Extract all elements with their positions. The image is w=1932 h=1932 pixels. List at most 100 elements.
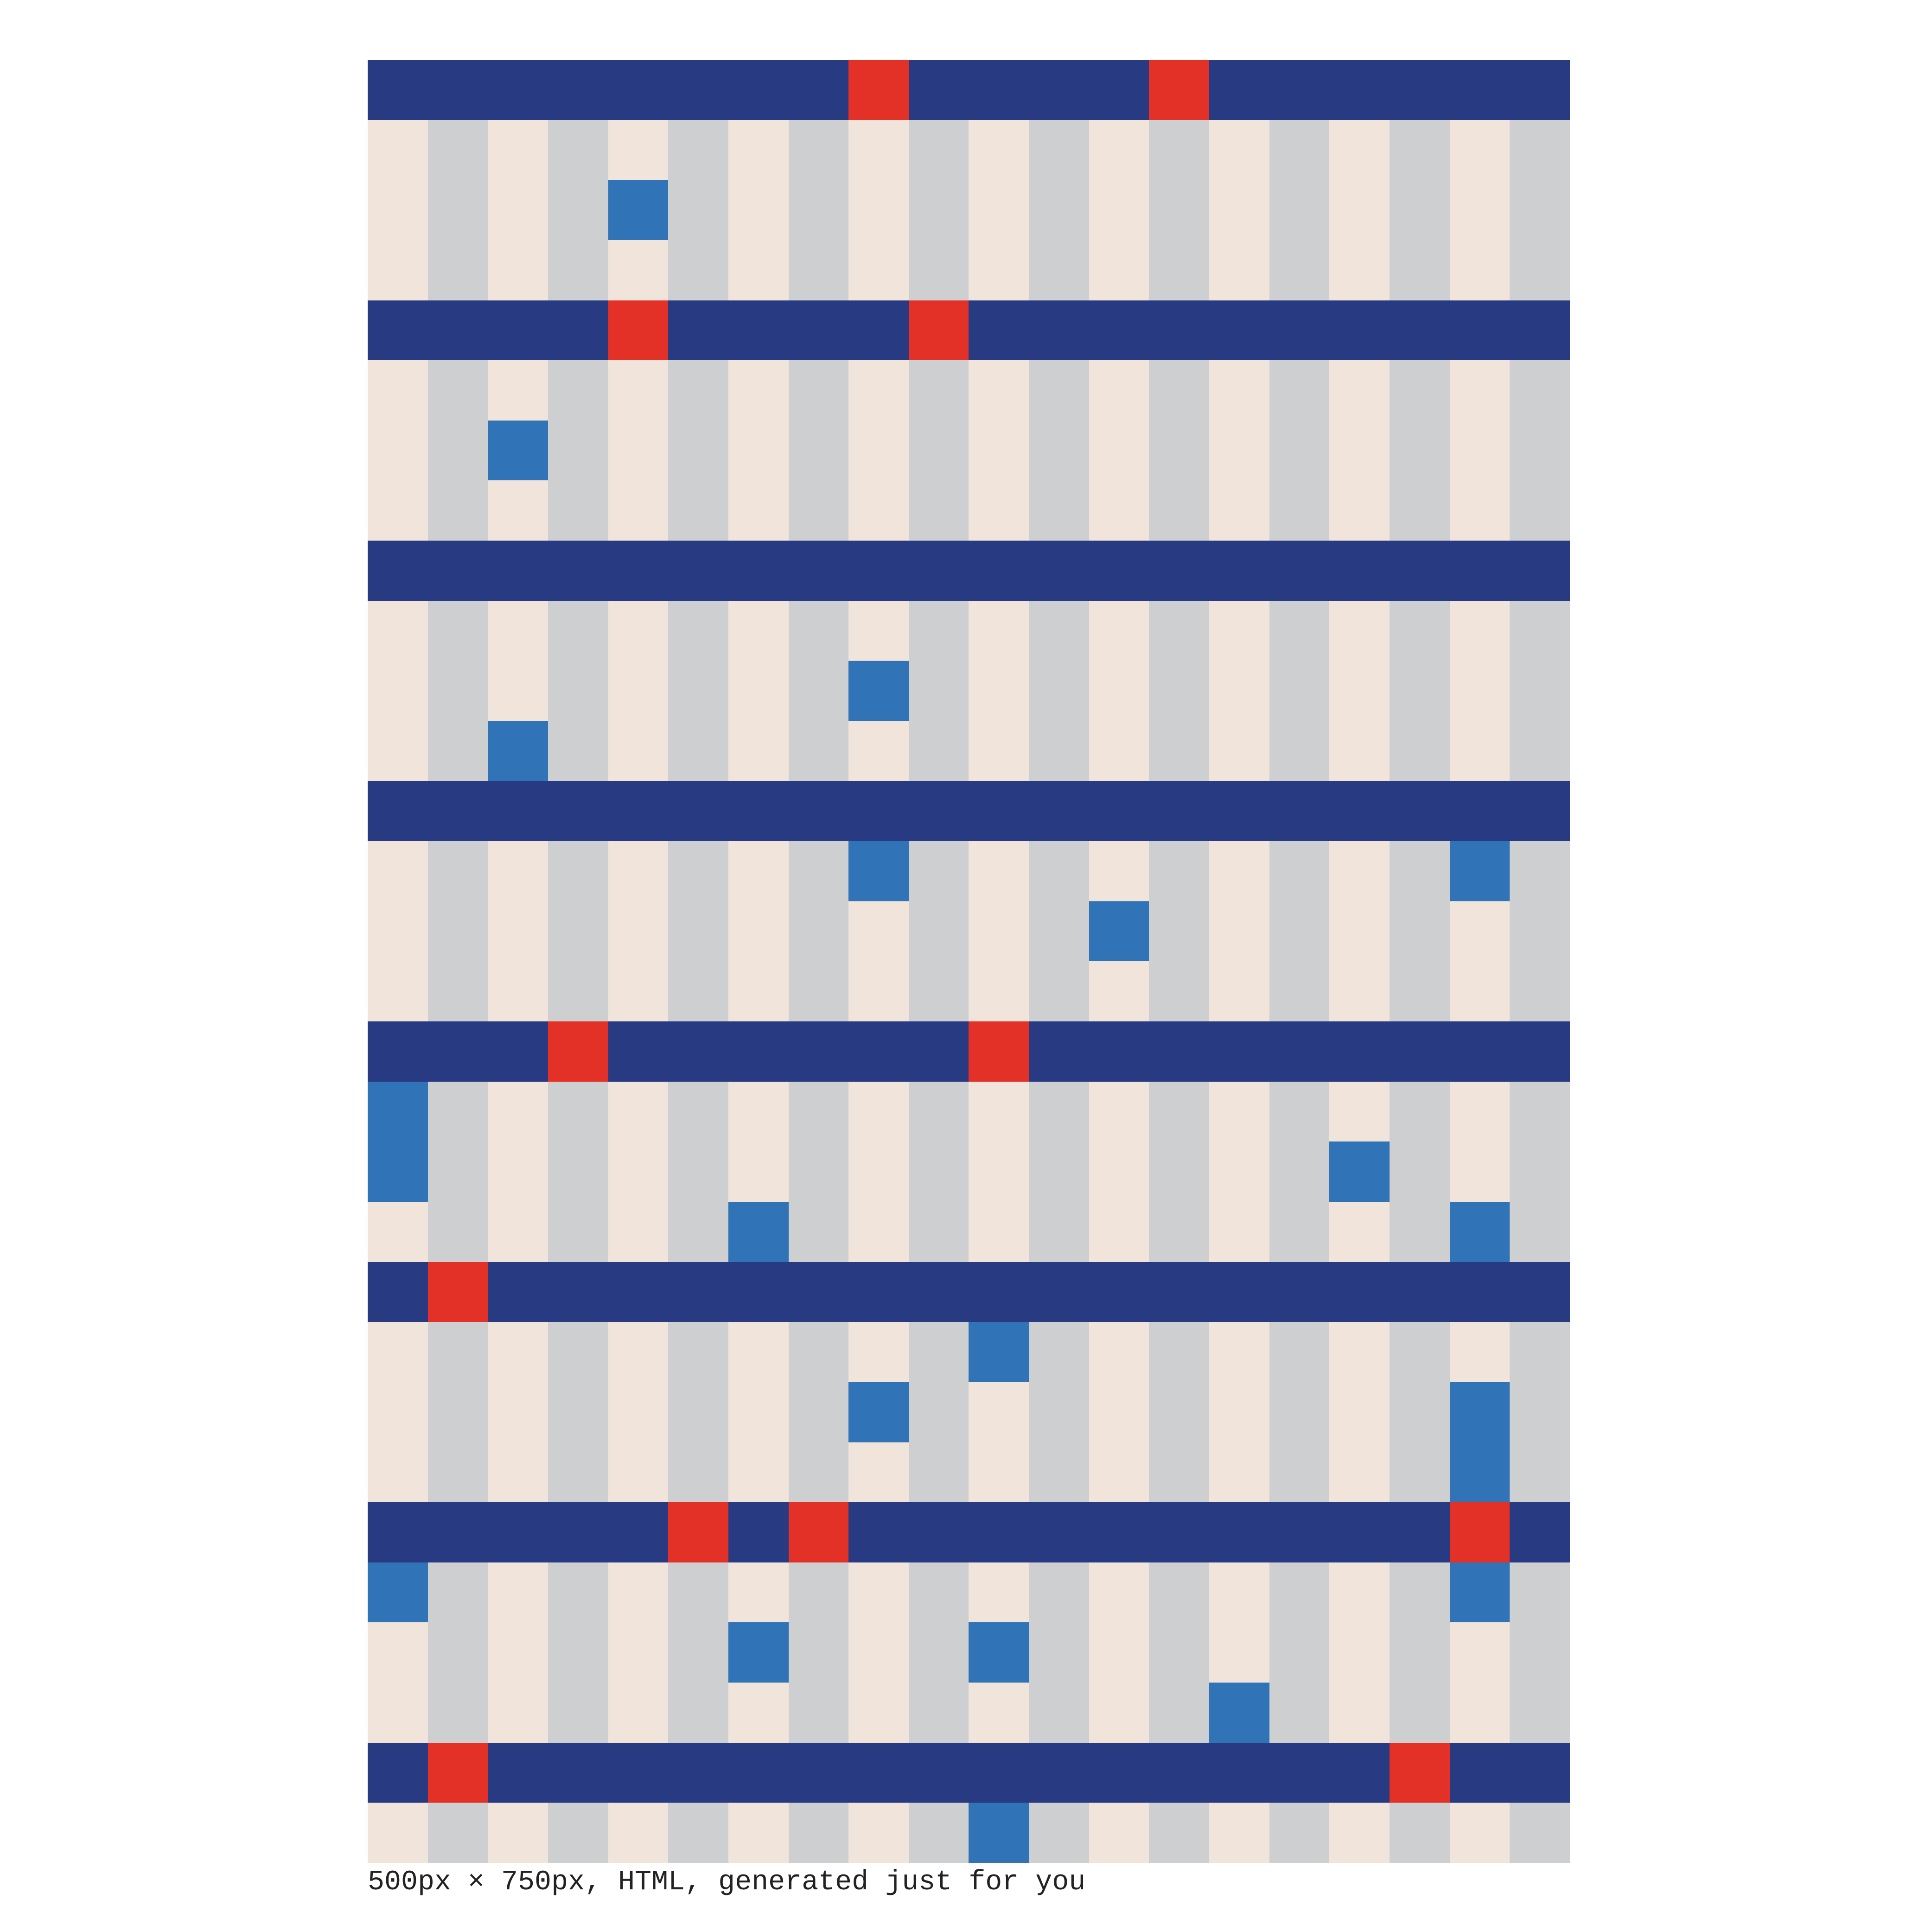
navy-band-cell <box>1029 541 1089 601</box>
light-stripe-cell <box>608 1803 669 1863</box>
light-stripe-cell <box>1329 360 1390 421</box>
grey-stripe-cell <box>1390 240 1450 300</box>
light-stripe-cell <box>368 721 428 781</box>
navy-band-cell <box>1329 60 1390 120</box>
navy-band-cell <box>1510 541 1570 601</box>
grey-stripe-cell <box>1149 1562 1210 1623</box>
navy-band-cell <box>548 1742 608 1803</box>
grey-stripe-cell <box>1029 961 1089 1022</box>
light-stripe-cell <box>488 1803 548 1863</box>
light-stripe-cell <box>969 1081 1029 1142</box>
navy-band-cell <box>1149 300 1210 361</box>
light-stripe-cell <box>1329 1683 1390 1743</box>
grey-stripe-cell <box>788 1382 849 1442</box>
red-square <box>908 300 969 361</box>
grey-stripe-cell <box>1269 1442 1330 1503</box>
light-stripe-cell <box>368 1683 428 1743</box>
grey-stripe-cell <box>1149 961 1210 1022</box>
grey-stripe-cell <box>1269 1803 1330 1863</box>
grey-stripe-cell <box>908 420 969 481</box>
grey-stripe-cell <box>1029 661 1089 721</box>
navy-band-cell <box>1209 300 1269 361</box>
grey-stripe-cell <box>548 1803 608 1863</box>
light-stripe-cell <box>608 841 669 901</box>
light-stripe-cell <box>1209 1442 1269 1503</box>
grey-stripe-cell <box>788 1081 849 1142</box>
grey-stripe-cell <box>788 120 849 180</box>
navy-band-cell <box>548 60 608 120</box>
light-stripe-cell <box>728 1562 789 1623</box>
navy-band-cell <box>488 1262 548 1322</box>
navy-band-cell <box>1209 60 1269 120</box>
blue-square <box>1089 901 1149 962</box>
light-stripe-cell <box>488 1141 548 1202</box>
grey-stripe-cell <box>1390 1202 1450 1262</box>
light-stripe-cell <box>488 841 548 901</box>
navy-band-cell <box>1029 1262 1089 1322</box>
light-stripe-cell <box>969 1562 1029 1623</box>
navy-band-cell <box>427 1502 488 1562</box>
light-stripe-cell <box>1209 1803 1269 1863</box>
grey-stripe-cell <box>668 1081 728 1142</box>
light-stripe-cell <box>368 1382 428 1442</box>
navy-band-cell <box>1449 541 1510 601</box>
grey-stripe-cell <box>1029 1442 1089 1503</box>
grey-stripe-cell <box>668 480 728 541</box>
grey-stripe-cell <box>427 1141 488 1202</box>
light-stripe-cell <box>728 1683 789 1743</box>
light-stripe-cell <box>488 961 548 1022</box>
navy-band-cell <box>1390 541 1450 601</box>
grey-stripe-cell <box>1510 1442 1570 1503</box>
navy-band-cell <box>728 60 789 120</box>
light-stripe-cell <box>728 901 789 962</box>
grey-stripe-cell <box>1029 1622 1089 1683</box>
navy-band-cell <box>668 781 728 842</box>
navy-band-cell <box>608 1502 669 1562</box>
light-stripe-cell <box>368 961 428 1022</box>
navy-band-cell <box>1329 300 1390 361</box>
grey-stripe-cell <box>788 901 849 962</box>
grey-stripe-cell <box>427 120 488 180</box>
light-stripe-cell <box>969 1442 1029 1503</box>
grey-stripe-cell <box>1149 1202 1210 1262</box>
grey-stripe-cell <box>1029 600 1089 661</box>
grey-stripe-cell <box>788 721 849 781</box>
red-square <box>969 1021 1029 1082</box>
light-stripe-cell <box>848 180 909 240</box>
navy-band-cell <box>1209 1502 1269 1562</box>
grey-stripe-cell <box>908 1202 969 1262</box>
grey-stripe-cell <box>1510 721 1570 781</box>
red-square <box>788 1502 849 1562</box>
light-stripe-cell <box>969 1141 1029 1202</box>
navy-band-cell <box>969 60 1029 120</box>
light-stripe-cell <box>728 1442 789 1503</box>
navy-band-cell <box>1390 1502 1450 1562</box>
grey-stripe-cell <box>1149 420 1210 481</box>
light-stripe-cell <box>368 180 428 240</box>
navy-band-cell <box>1029 781 1089 842</box>
grey-stripe-cell <box>908 1322 969 1382</box>
grey-stripe-cell <box>1510 901 1570 962</box>
grey-stripe-cell <box>668 961 728 1022</box>
light-stripe-cell <box>368 360 428 421</box>
light-stripe-cell <box>1449 721 1510 781</box>
blue-square <box>368 1141 428 1202</box>
grey-stripe-cell <box>668 1202 728 1262</box>
navy-band-cell <box>1209 781 1269 842</box>
navy-band-cell <box>1089 1262 1149 1322</box>
light-stripe-cell <box>488 1202 548 1262</box>
navy-band-cell <box>488 1021 548 1082</box>
light-stripe-cell <box>1329 961 1390 1022</box>
navy-band-cell <box>1390 1021 1450 1082</box>
grey-stripe-cell <box>548 600 608 661</box>
grey-stripe-cell <box>1149 1382 1210 1442</box>
navy-band-cell <box>1089 1021 1149 1082</box>
light-stripe-cell <box>1209 1382 1269 1442</box>
grey-stripe-cell <box>548 661 608 721</box>
navy-band-cell <box>728 1021 789 1082</box>
grey-stripe-cell <box>1149 1081 1210 1142</box>
navy-band-cell <box>608 1021 669 1082</box>
grey-stripe-cell <box>427 1683 488 1743</box>
grey-stripe-cell <box>427 360 488 421</box>
grey-stripe-cell <box>1149 180 1210 240</box>
